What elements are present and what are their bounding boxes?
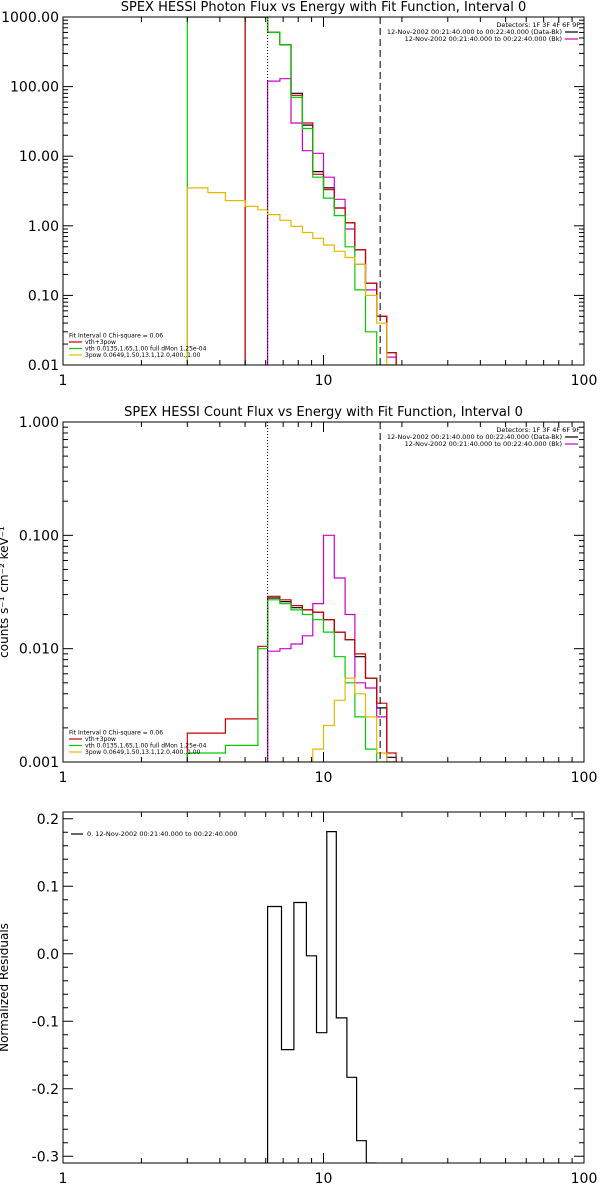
legend-entry: 12-Nov-2002 00:21:40.000 to 00:22:40.000… [387,433,562,441]
x-tick-label: 1 [59,373,68,389]
chart-title: SPEX HESSI Count Flux vs Energy with Fit… [124,405,523,420]
y-tick-label: 0.001 [19,755,59,771]
legend-entry: Detectors: 1F 3F 4F 6F 9F [496,21,580,29]
series-line-4 [186,187,397,365]
series-group [267,831,377,1163]
x-tick-label: 10 [315,1171,333,1187]
chart-title: SPEX HESSI Photon Flux vs Energy with Fi… [121,0,527,15]
legend-entry: 12-Nov-2002 00:21:40.000 to 00:22:40.000… [405,440,562,448]
y-tick-label: -0.3 [32,1149,59,1165]
x-tick-label: 10 [315,373,333,389]
series-line-2 [186,595,397,762]
y-tick-label: 0.100 [19,528,59,544]
legend-entry: Fit Interval 0 Chi-square = 0.06 [69,333,163,340]
y-tick-label: -0.1 [32,1014,59,1030]
legend-top-left: 0. 12-Nov-2002 00:21:40.000 to 00:22:40.… [71,830,237,838]
y-axis-label: counts s⁻¹ cm⁻² keV⁻¹ [0,526,11,658]
legend-entry: vth+3pow [85,339,116,346]
x-tick-label: 1 [59,770,68,786]
series-group [186,534,397,762]
y-tick-label: 0.1 [37,879,59,895]
legend-bottom-left: Fit Interval 0 Chi-square = 0.06vth+3pow… [69,730,207,756]
legend-bottom-left: Fit Interval 0 Chi-square = 0.06vth+3pow… [69,333,207,359]
y-tick-label: 100.00 [10,80,59,96]
x-tick-label: 10 [315,770,333,786]
legend-entry: Detectors: 1F 3F 4F 6F 9F [496,426,580,434]
y-tick-label: 1000.00 [1,10,59,26]
x-tick-label: 100 [571,770,598,786]
plot-frame [62,811,585,1164]
panel-photon-flux: SPEX HESSI Photon Flux vs Energy with Fi… [1,0,597,389]
panel-count-flux: SPEX HESSI Count Flux vs Energy with Fit… [0,405,597,786]
legend-entry: 0. 12-Nov-2002 00:21:40.000 to 00:22:40.… [87,830,237,838]
series-line-3 [186,17,397,365]
legend-entry: 12-Nov-2002 00:21:40.000 to 00:22:40.000… [405,35,562,43]
y-axis-label: Normalized Residuals [0,923,11,1052]
y-tick-label: 1.00 [28,219,59,235]
y-tick-label: 1.000 [19,415,59,431]
x-tick-label: 100 [571,1171,598,1187]
y-tick-label: 0.2 [37,812,59,828]
y-tick-label: 10.00 [19,149,59,165]
legend-entry: 3pow 0.0649,1.50,13.1,12.0,400.,1.00 [85,352,201,359]
series-line-0 [267,831,377,1163]
legend-entry: Fit Interval 0 Chi-square = 0.06 [69,730,163,737]
y-tick-label: 0.0 [37,947,59,963]
panel-residuals: Normalized Residuals 1 10 100 0.2 0.1 0.0 -0.1 -… [0,811,598,1187]
series-line-4 [187,677,397,762]
legend-entry: 12-Nov-2002 00:21:40.000 to 00:22:40.000… [387,28,562,36]
series-line-3 [186,599,397,762]
y-tick-label: 0.01 [28,358,59,374]
y-tick-label: 0.010 [19,642,59,658]
legend-entry: vth 0.0135,1.65,1.00 full dMon 1.25e-04 [85,743,207,750]
legend-entry: vth 0.0135,1.65,1.00 full dMon 1.25e-04 [85,346,207,353]
y-tick-label: -0.2 [32,1082,59,1098]
x-tick-label: 1 [59,1171,68,1187]
legend-entry: vth+3pow [85,736,116,743]
legend-entry: 3pow 0.0649,1.50,13.1,12.0,400.,1.00 [85,749,201,756]
series-group [186,17,397,365]
y-tick-label: 0.10 [28,288,59,304]
x-tick-label: 100 [571,373,598,389]
